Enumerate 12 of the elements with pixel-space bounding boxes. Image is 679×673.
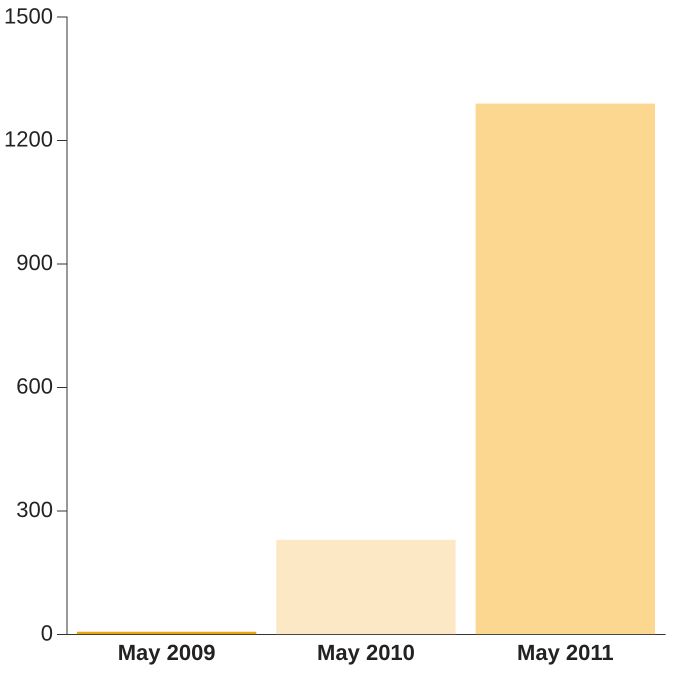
bar: [276, 540, 456, 634]
bar: [76, 632, 256, 634]
y-tick-label: 0: [40, 620, 53, 646]
x-tick-label: May 2010: [317, 640, 415, 665]
x-tick-label: May 2011: [517, 640, 614, 665]
y-tick-label: 900: [16, 250, 53, 276]
y-tick-label: 1200: [4, 126, 53, 152]
y-tick-label: 600: [16, 374, 53, 399]
y-tick-label: 1500: [4, 3, 53, 28]
y-tick-label: 300: [16, 497, 53, 522]
bar: [476, 104, 656, 634]
x-tick-label: May 2009: [118, 640, 216, 665]
